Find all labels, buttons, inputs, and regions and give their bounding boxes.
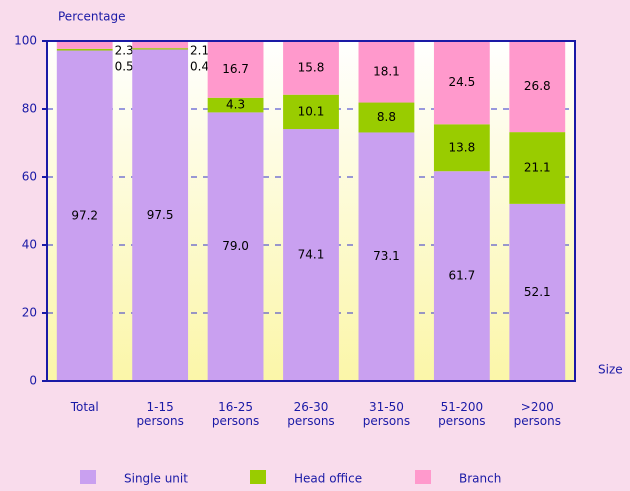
bar-segment	[433, 41, 490, 125]
value-label: 24.5	[448, 75, 475, 89]
legend-label: Single unit	[124, 472, 188, 486]
axis-frame	[46, 40, 576, 382]
value-label: 97.5	[147, 208, 174, 222]
x-tick-label: 16-25 persons	[212, 400, 259, 428]
value-label: 61.7	[448, 269, 475, 283]
value-label: 16.7	[222, 62, 249, 76]
value-label: 18.1	[373, 64, 400, 78]
bar-segment	[207, 97, 264, 113]
x-tick-label: Total	[70, 400, 99, 414]
bar-segment	[509, 41, 566, 133]
value-label: 73.1	[373, 249, 400, 263]
x-axis-label: Size	[598, 363, 623, 377]
value-label: 13.8	[448, 140, 475, 154]
bar-segment	[132, 41, 189, 49]
value-label: 10.1	[298, 104, 325, 118]
value-label: 2.3	[115, 44, 134, 58]
bar-segment	[56, 50, 113, 382]
value-label: 4.3	[226, 98, 245, 112]
value-label: 0.4	[190, 60, 209, 74]
y-tick-label: 100	[14, 34, 37, 48]
x-tick-label: >200 persons	[514, 400, 561, 428]
bar-segment	[283, 129, 339, 381]
bar-segment	[132, 49, 189, 381]
y-tick-label: 0	[29, 374, 37, 388]
legend-swatch	[250, 470, 266, 484]
x-tick-label: 31-50 persons	[363, 400, 410, 428]
x-tick-label: 51-200 persons	[438, 400, 485, 428]
bar-segment	[283, 94, 339, 130]
legend-swatch	[415, 470, 431, 484]
bar-segment	[358, 102, 415, 133]
value-label: 21.1	[524, 160, 551, 174]
bar-segment	[132, 48, 189, 50]
bar-segment	[207, 41, 264, 98]
value-label: 2.1	[190, 44, 209, 58]
y-tick-label: 60	[22, 170, 37, 184]
value-label: 15.8	[298, 60, 325, 74]
bar-segment	[509, 203, 566, 381]
bar-segment	[56, 41, 113, 49]
legend-swatch	[80, 470, 96, 484]
bar-segment	[207, 112, 264, 382]
value-label: 8.8	[377, 110, 396, 124]
y-tick-label: 20	[22, 306, 37, 320]
bar-segment	[56, 48, 113, 51]
bar-segment	[433, 171, 490, 381]
legend-label: Head office	[294, 472, 362, 486]
value-label: 74.1	[298, 248, 325, 262]
value-label: 26.8	[524, 79, 551, 93]
y-axis-label: Percentage	[58, 10, 126, 24]
x-tick-label: 26-30 persons	[287, 400, 334, 428]
bar-segment	[509, 132, 566, 204]
value-label: 0.5	[115, 60, 134, 74]
x-tick-label: 1-15 persons	[136, 400, 183, 428]
value-label: 97.2	[71, 208, 98, 222]
y-tick-label: 40	[22, 238, 37, 252]
y-tick-label: 80	[22, 102, 37, 116]
value-label: 52.1	[524, 285, 551, 299]
bar-segment	[433, 124, 490, 172]
bar-segment	[283, 41, 339, 95]
legend-label: Branch	[459, 472, 501, 486]
value-label: 79.0	[222, 239, 249, 253]
bar-segment	[358, 132, 415, 381]
bar-segment	[358, 41, 415, 103]
